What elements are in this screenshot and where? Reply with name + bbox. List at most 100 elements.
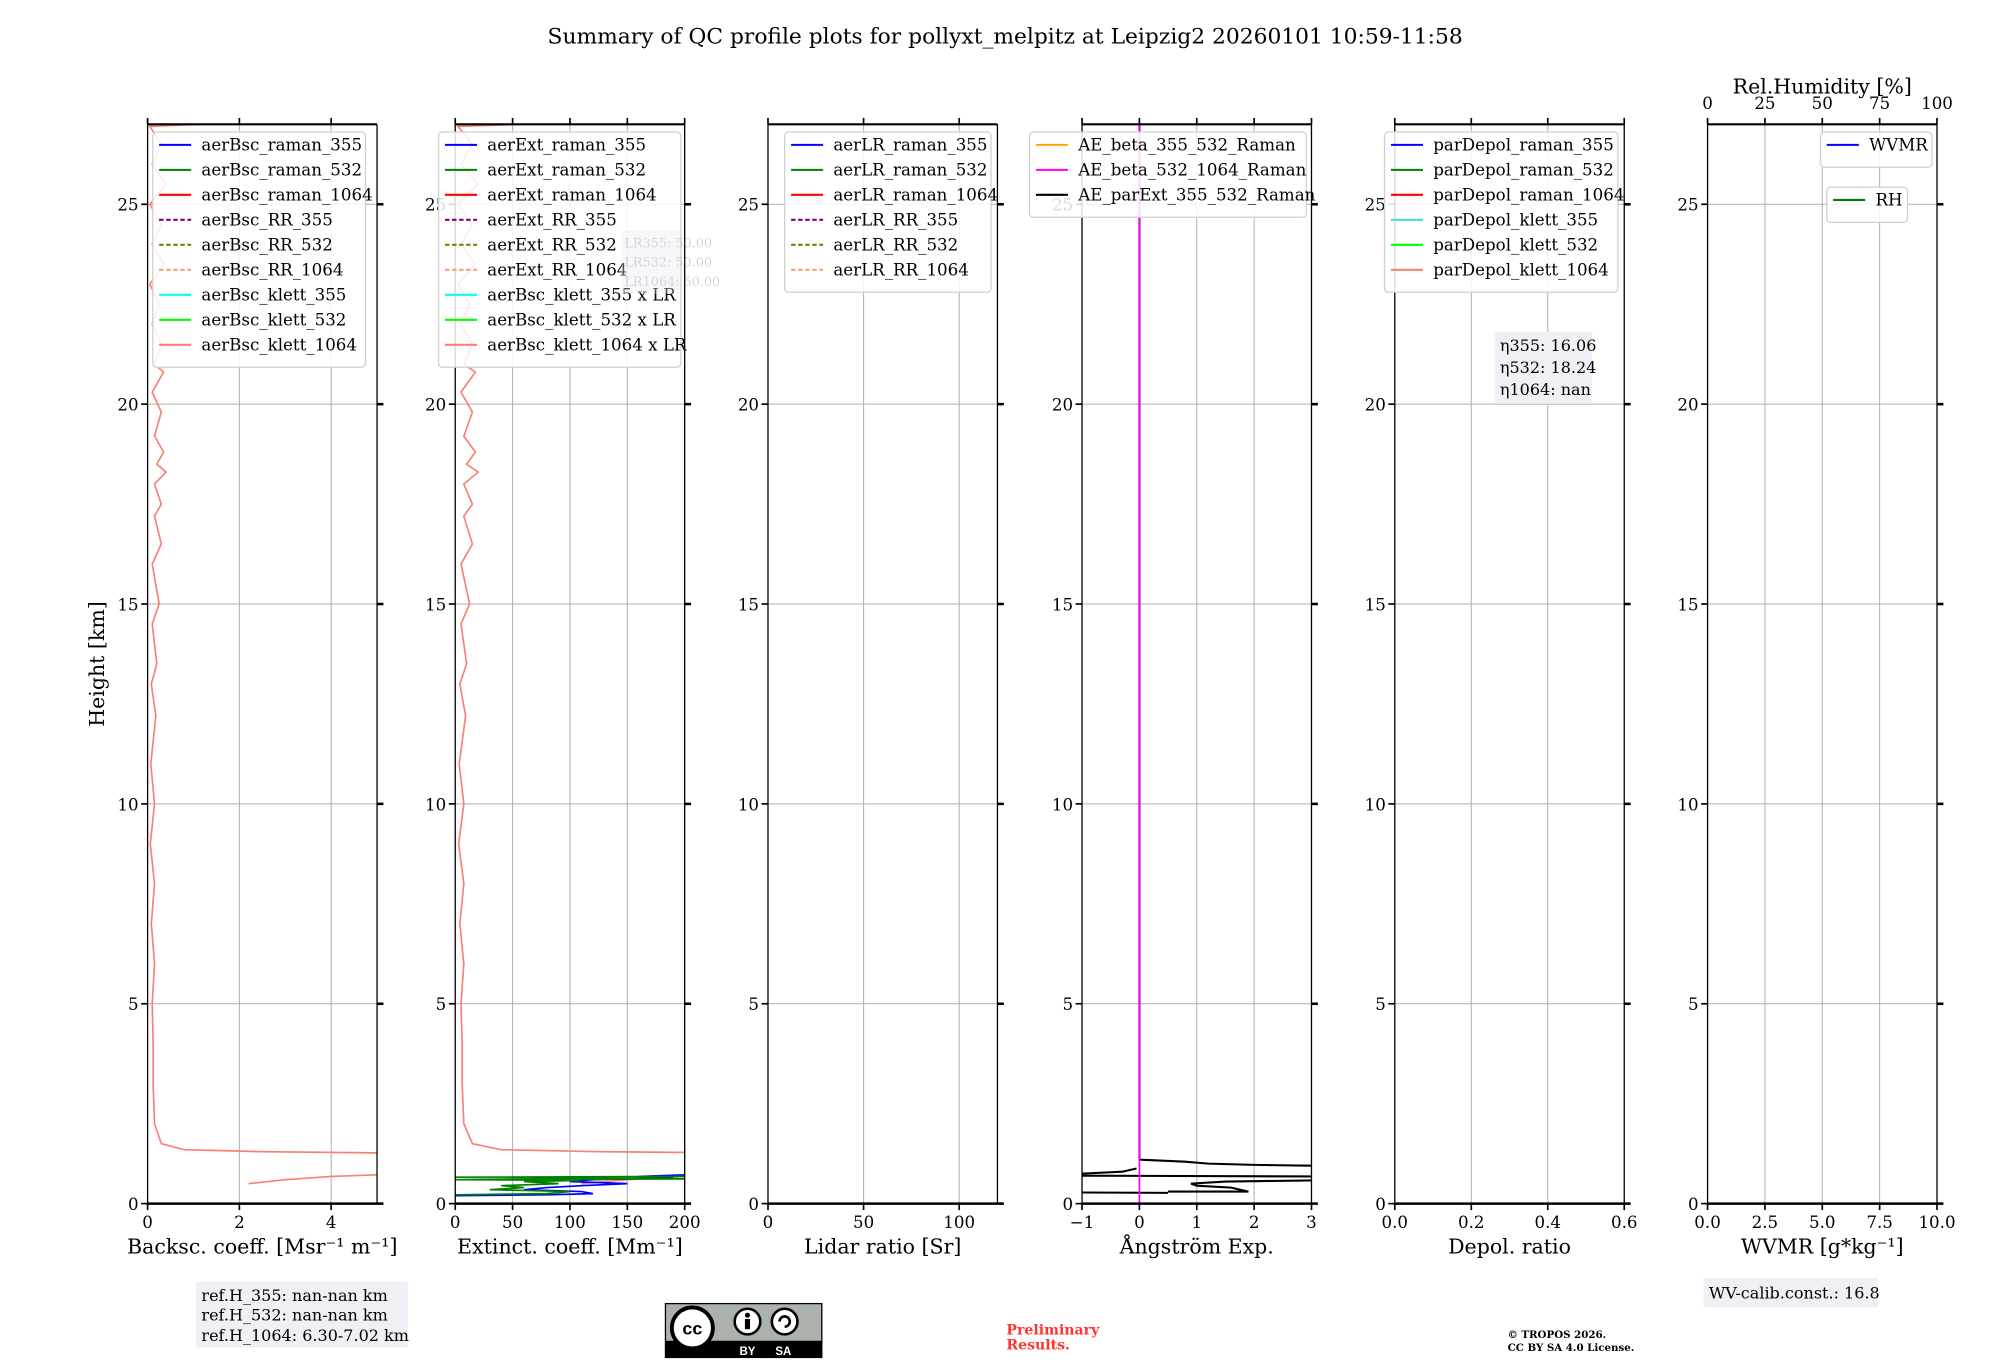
legend-frame [784, 131, 992, 293]
share-alike-icon [770, 1307, 799, 1336]
legend-label: parDepol_raman_1064 [1433, 186, 1624, 205]
series-line-ae-parext-355-532-raman [1082, 1167, 1137, 1175]
legend: aerBsc_raman_355 aerBsc_raman_532 aerBsc_r… [152, 131, 373, 368]
legend-label: aerBsc_klett_1064 x LR [487, 336, 687, 355]
wv-calibration-constant: WV-calib.const.: 16.8 [1709, 1283, 1880, 1302]
lidar-ratio-value: LR355: 50.00 [624, 236, 712, 251]
y-tick-label: 15 [1052, 595, 1073, 614]
legend-frame [1028, 131, 1307, 218]
legend: aerExt_raman_355 aerExt_raman_532 aerExt_r… [437, 131, 687, 368]
x-tick-label: 0 [763, 1213, 774, 1232]
x-tick-label: 0.4 [1535, 1213, 1562, 1232]
ref-height-532: ref.H_532: nan-nan km [201, 1305, 387, 1324]
legend-label: parDepol_raman_532 [1433, 161, 1614, 180]
eta-value: η355: 16.06 [1500, 336, 1597, 355]
x-axis-label: Lidar ratio [Sr] [804, 1235, 961, 1259]
legend-label: aerBsc_raman_1064 [201, 186, 372, 205]
legend-label: aerExt_RR_532 [487, 236, 617, 255]
x-tick-label: 0.0 [1382, 1213, 1409, 1232]
copyright-line-2: CC BY SA 4.0 License. [1508, 1342, 1635, 1354]
y-tick-label: 5 [436, 995, 447, 1014]
y-tick-label: 20 [117, 396, 138, 415]
x-tick-label: 0 [1134, 1213, 1145, 1232]
y-tick-label: 10 [1677, 795, 1698, 814]
y-tick-label: 15 [1677, 595, 1698, 614]
y-tick-label: 15 [1365, 595, 1386, 614]
legend-label: aerLR_RR_1064 [833, 261, 968, 280]
legend-label: aerExt_raman_532 [487, 161, 646, 180]
y-tick-label: 0 [1062, 1195, 1073, 1214]
legend-label: aerBsc_klett_355 x LR [487, 286, 676, 305]
preliminary-line-2: Results. [1006, 1338, 1070, 1354]
x-tick-label: −1 [1070, 1213, 1095, 1232]
x-axis-label: Depol. ratio [1448, 1235, 1571, 1259]
ref-height-355: ref.H_355: nan-nan km [201, 1286, 387, 1305]
wv-calibration-box: WV-calib.const.: 16.8 [1703, 1277, 1880, 1308]
legend: parDepol_raman_355 parDepol_raman_532 parD… [1383, 131, 1624, 293]
cc-logo-text: cc [682, 1318, 702, 1338]
legend-frame [437, 131, 682, 368]
lidar-ratio-value: LR1064: 50.00 [624, 275, 720, 290]
legend: aerLR_raman_355 aerLR_raman_532 aerLR_rama… [784, 131, 998, 293]
legend-label: aerLR_raman_1064 [833, 186, 998, 205]
legend: AE_beta_355_532_Raman AE_beta_532_1064_Ra… [1028, 131, 1316, 218]
x-tick-label: 50 [853, 1213, 874, 1232]
x-axis-label: Ångström Exp. [1119, 1234, 1274, 1259]
lidar-ratio-value: LR532: 50.00 [624, 256, 712, 271]
x-tick-label: 7.5 [1866, 1213, 1893, 1232]
lidar-ratio-box: LR355: 50.00 LR532: 50.00 LR1064: 50.00 [621, 230, 720, 294]
eta-value: η532: 18.24 [1500, 358, 1597, 377]
x-tick-label: 2.5 [1752, 1213, 1779, 1232]
y-tick-label: 5 [1375, 995, 1386, 1014]
eta-box-bg [1494, 331, 1593, 404]
legend-label: aerExt_RR_355 [487, 211, 617, 230]
x-tick-label: 0.0 [1694, 1213, 1721, 1232]
top-tick-label: 50 [1812, 94, 1833, 113]
x-tick-label: 100 [943, 1213, 975, 1232]
y-tick-label: 5 [748, 995, 759, 1014]
x-tick-label: 2 [1249, 1213, 1260, 1232]
legend-label: aerBsc_RR_1064 [201, 261, 343, 280]
series-group [1082, 124, 1312, 1204]
x-tick-label: 0.6 [1611, 1213, 1638, 1232]
panel-4: −101230510152025Ångström Exp.AE_beta_355… [1028, 117, 1318, 1259]
y-tick-label: 0 [1688, 1195, 1699, 1214]
x-tick-label: 0 [142, 1213, 153, 1232]
top-tick-label: 100 [1921, 94, 1953, 113]
lidar-ratio-box-bg [621, 230, 681, 294]
y-tick-label: 0 [436, 1195, 447, 1214]
figure-title: Summary of QC profile plots for pollyxt_… [548, 25, 1463, 50]
cc-by-sa-logo: cc BY SA [664, 1302, 823, 1359]
x-axis-label: WVMR [g*kg⁻¹] [1741, 1235, 1904, 1259]
y-tick-label: 10 [1052, 795, 1073, 814]
x-axis-label: Backsc. coeff. [Msr⁻¹ m⁻¹] [127, 1235, 397, 1259]
series-line-ae-parext-355-532-raman [1082, 1174, 1312, 1178]
legend-label: WVMR [1869, 136, 1928, 155]
series-line-aerext-raman-355 [455, 1173, 685, 1197]
panel-6: 0.0 2.5 5.0 7.5 10.0 0 5 10 15 20 25 WVMR [g*kg⁻¹] 0… [1677, 75, 1955, 1259]
series-line-aerext-raman-532 [455, 1175, 685, 1196]
legend-frame [1826, 186, 1909, 224]
top-tick-label: 0 [1702, 94, 1713, 113]
y-tick-label: 20 [1365, 396, 1386, 415]
panel-1: 0 2 4 0 5 10 15 20 25 Backsc. coeff. [Msr⁻¹ m⁻¹] a… [117, 117, 398, 1259]
legend-label: aerLR_raman_532 [833, 161, 987, 180]
top-tick-label: 25 [1754, 94, 1775, 113]
x-tick-label: 4 [326, 1213, 337, 1232]
y-tick-label: 10 [425, 795, 446, 814]
legend-label: AE_parExt_355_532_Raman [1077, 186, 1315, 205]
legend-label: aerExt_RR_1064 [487, 261, 627, 280]
legend-rh: RH [1826, 186, 1909, 224]
legend-label: aerBsc_klett_532 [201, 311, 346, 330]
legend-label: parDepol_klett_355 [1433, 211, 1598, 230]
y-tick-label: 25 [1365, 196, 1386, 215]
x-tick-label: 50 [502, 1213, 523, 1232]
legend-label: AE_beta_355_532_Raman [1077, 136, 1296, 155]
top-axis-label: Rel.Humidity [%] [1733, 75, 1912, 99]
x-tick-label: 5.0 [1809, 1213, 1836, 1232]
legend-label: aerExt_raman_355 [487, 136, 646, 155]
legend-label: aerLR_RR_355 [833, 211, 958, 230]
y-tick-label: 20 [1677, 396, 1698, 415]
by-label: BY [739, 1346, 755, 1358]
y-tick-label: 5 [128, 995, 139, 1014]
